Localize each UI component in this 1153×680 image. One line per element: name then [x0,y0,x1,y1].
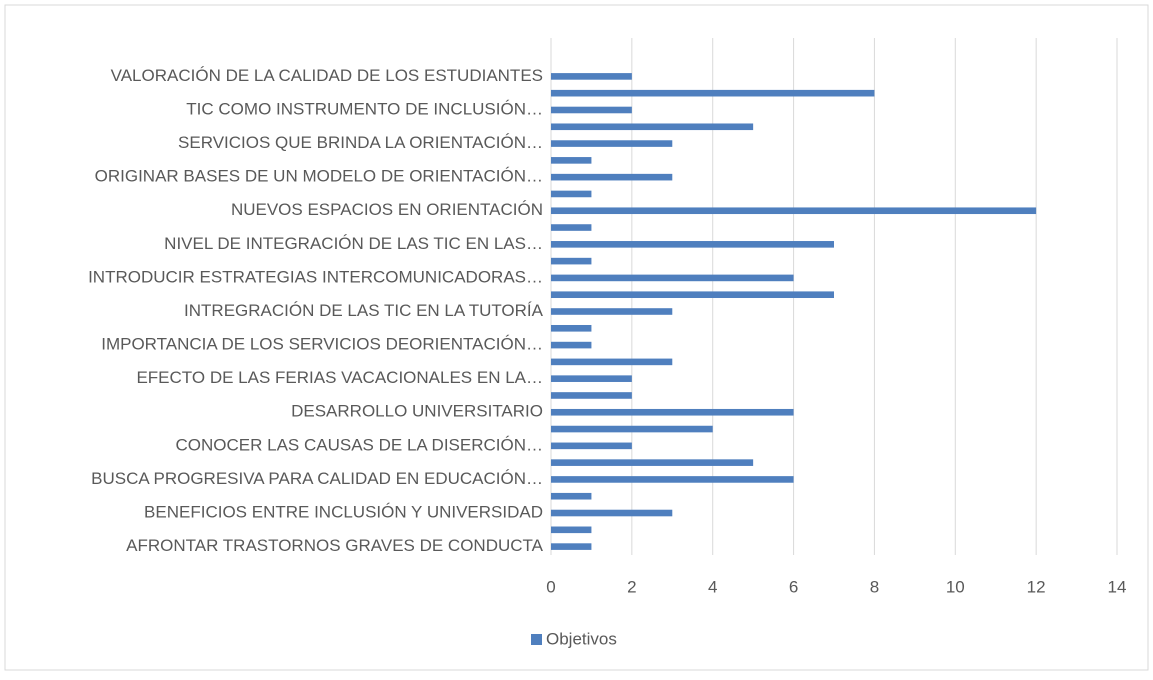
x-tick-label: 0 [546,577,555,596]
x-tick-label: 6 [789,577,798,596]
y-tick-label: INTRODUCIR ESTRATEGIAS INTERCOMUNICADORA… [88,267,543,286]
bar [551,274,794,282]
bar [551,173,673,181]
y-tick-label: CONOCER LAS CAUSAS DE LA DISERCIÓN… [176,435,543,454]
y-tick-label: BENEFICIOS ENTRE INCLUSIÓN Y UNIVERSIDAD [144,503,543,522]
bar [551,543,592,550]
bar [551,476,794,483]
y-tick-label: DESARROLLO UNIVERSITARIO [291,402,543,421]
x-tick-label: 10 [946,577,965,596]
legend-swatch [531,634,542,645]
bar [551,308,673,315]
y-tick-label: EFECTO DE LAS FERIAS VACACIONALES EN LA… [136,368,543,387]
chart-border [4,4,1149,671]
bar [551,324,592,332]
bar [551,442,632,450]
x-tick-label: 12 [1027,577,1046,596]
x-tick-label: 2 [627,577,636,596]
bar [551,106,632,114]
bar [551,190,592,198]
bar [551,341,592,349]
bar [551,509,673,517]
x-tick-label: 14 [1108,577,1127,596]
x-tick-label: 4 [708,577,717,596]
bar [551,123,754,131]
bar [551,207,1037,215]
legend-label: Objetivos [546,629,617,648]
y-tick-label: VALORACIÓN DE LA CALIDAD DE LOS ESTUDIAN… [111,66,543,85]
bar [551,358,673,366]
y-tick-label: INTREGRACIÓN DE LAS TIC EN LA TUTORÍA [184,301,544,320]
x-tick-label: 8 [870,577,879,596]
y-tick-label: NUEVOS ESPACIOS EN ORIENTACIÓN [231,200,543,219]
bar [551,89,875,97]
y-tick-label: ORIGINAR BASES DE UN MODELO DE ORIENTACI… [95,167,543,186]
bar [551,291,834,299]
bar [551,140,673,147]
bar [551,157,592,164]
bar [551,492,592,500]
y-tick-label: SERVICIOS QUE BRINDA LA ORIENTACIÓN… [178,133,543,152]
bar [551,241,834,248]
y-tick-label: IMPORTANCIA DE LOS SERVICIOS DEORIENTACI… [101,335,543,354]
y-tick-label: NIVEL DE INTEGRACIÓN DE LAS TIC EN LAS… [164,234,543,253]
bar [551,392,632,399]
bar [551,257,592,265]
bar [551,526,592,534]
bar [551,375,632,382]
bar [551,459,754,466]
y-tick-label: BUSCA PROGRESIVA PARA CALIDAD EN EDUCACI… [91,469,543,488]
y-tick-label: AFRONTAR TRASTORNOS GRAVES DE CONDUCTA [126,536,544,555]
y-tick-label: TIC COMO INSTRUMENTO DE INCLUSIÓN… [186,99,543,118]
bar [551,408,794,416]
bar [551,73,632,80]
bar [551,425,713,433]
bar [551,224,592,231]
